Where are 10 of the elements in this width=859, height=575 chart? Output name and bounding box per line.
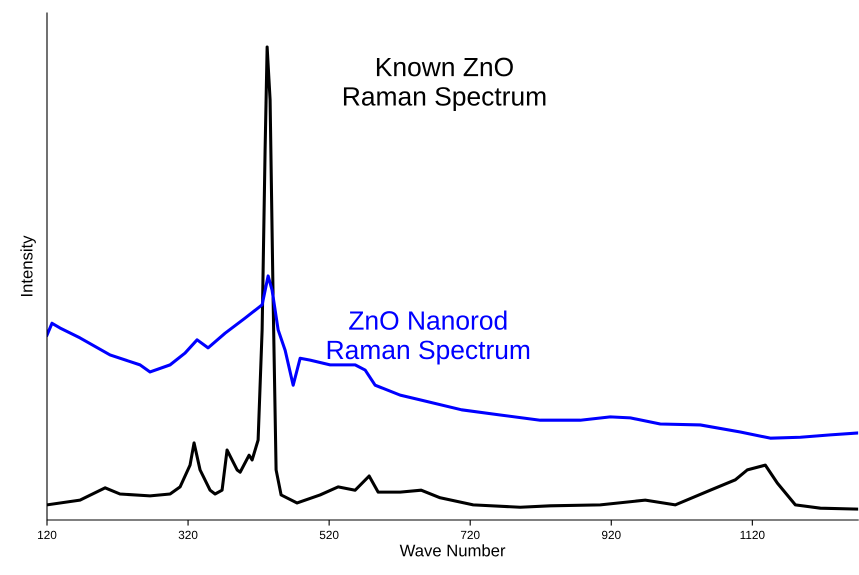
x-tick-label: 720 <box>460 530 480 540</box>
x-tick-label: 320 <box>178 530 198 540</box>
x-tick-label: 120 <box>38 530 56 540</box>
x-tick-label: 920 <box>602 530 621 540</box>
series-label: ZnO Nanorod Raman Spectrum <box>328 310 530 364</box>
x-tick-label: 520 <box>320 530 339 540</box>
x-tick-label: 1120 <box>740 530 765 540</box>
x-axis-title: Wave Number <box>400 544 506 556</box>
text: Known ZnO Raman Spectrum <box>344 58 546 111</box>
y-axis-title: Intensity <box>20 235 36 296</box>
